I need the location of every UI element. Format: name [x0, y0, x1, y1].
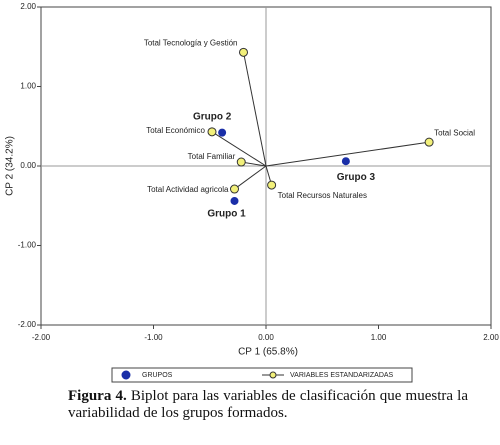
point-label: Total Social	[434, 128, 475, 137]
vector	[234, 165, 267, 190]
y-tick-label: 0.00	[20, 161, 36, 170]
point-label: Total Recursos Naturales	[278, 191, 367, 200]
x-tick-label: -2.00	[32, 333, 51, 342]
caption-text: Biplot para las variables de clasificaci…	[68, 388, 468, 421]
x-tick-label: -1.00	[144, 333, 163, 342]
legend-label: GRUPOS	[142, 372, 173, 379]
y-tick-label: 1.00	[20, 82, 36, 91]
y-tick-label: 2.00	[20, 2, 36, 11]
legend-marker	[121, 370, 131, 380]
y-axis-title: CP 2 (34.2%)	[5, 136, 16, 196]
chart: CP 1 (65.8%) CP 2 (34.2%) -2.00 -1.00 0.00…	[5, 2, 499, 383]
variable-point	[239, 47, 248, 57]
y-tick-label: -1.00	[18, 241, 37, 250]
variable-point	[236, 157, 246, 167]
legend-marker	[269, 371, 277, 379]
point-label: Total Actividad agricola	[147, 185, 229, 194]
legend-box	[111, 367, 413, 383]
caption: Figura 4. Biplot para las variables de c…	[68, 388, 468, 422]
point-label: Total Familiar	[188, 152, 236, 161]
x-axis-title: CP 1 (65.8%)	[238, 347, 298, 358]
point-label: Grupo 2	[193, 111, 232, 122]
variable-point	[207, 127, 217, 137]
point-label: Total Tecnología y Gestión	[144, 38, 238, 47]
x-tick-label: 2.00	[483, 333, 499, 342]
x-tick-label: 1.00	[371, 333, 387, 342]
point-label: Grupo 3	[337, 172, 376, 183]
y-tick-label: -2.00	[18, 320, 37, 329]
caption-label: Figura 4.	[68, 388, 127, 404]
variable-point	[230, 184, 239, 194]
group-point	[218, 128, 227, 137]
vector	[243, 52, 267, 167]
point-label: Total Económico	[146, 126, 205, 135]
legend-label: VARIABLES ESTANDARIZADAS	[290, 372, 394, 379]
x-tick-label: 0.00	[258, 333, 274, 342]
variable-point	[424, 137, 434, 147]
group-point	[341, 157, 350, 166]
point-label: Grupo 1	[207, 209, 246, 220]
group-point	[230, 196, 239, 205]
vector	[211, 131, 267, 167]
vector	[265, 141, 430, 167]
variable-point	[267, 180, 277, 190]
